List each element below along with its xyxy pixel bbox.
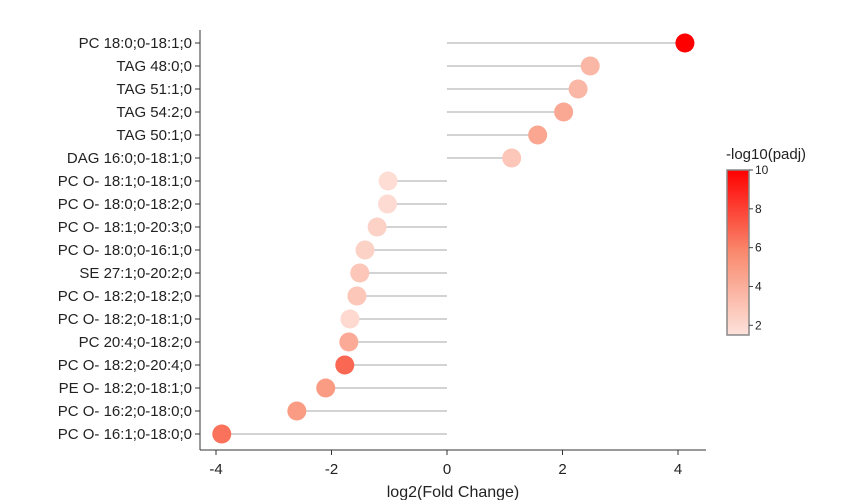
points-layer xyxy=(212,33,695,444)
x-axis-title: log2(Fold Change) xyxy=(387,484,520,500)
data-point xyxy=(335,355,355,375)
y-tick-label: PE O- 18:2;0-18:1;0 xyxy=(59,380,192,397)
y-tick-label: PC 20:4;0-18:2;0 xyxy=(79,334,192,351)
legend-tick-label: 2 xyxy=(755,318,762,332)
data-point xyxy=(528,125,548,145)
y-tick-label: PC O- 16:2;0-18:0;0 xyxy=(58,403,192,420)
y-tick-label: TAG 54:2;0 xyxy=(116,104,192,121)
data-point xyxy=(580,56,600,76)
data-point xyxy=(355,240,375,260)
x-tick-label: -2 xyxy=(325,461,338,478)
y-tick-label: DAG 16:0;0-18:1;0 xyxy=(67,150,192,167)
data-point xyxy=(367,217,387,237)
x-tick-label: 0 xyxy=(443,461,451,478)
data-point xyxy=(554,102,574,122)
y-axis: PC 18:0;0-18:1;0 TAG 48:0;0 TAG 51:1;0 TAG … xyxy=(58,30,201,450)
legend-title: -log10(padj) xyxy=(726,146,806,163)
y-tick-label: TAG 50:1;0 xyxy=(116,127,192,144)
y-tick-label: TAG 48:0;0 xyxy=(116,58,192,75)
legend-tick-label: 6 xyxy=(755,241,762,255)
data-point xyxy=(568,79,588,99)
y-tick-label: TAG 51:1;0 xyxy=(116,81,192,98)
color-legend: -log10(padj) 2 4 6 8 10 xyxy=(726,146,806,336)
legend-tick-label: 4 xyxy=(755,279,762,293)
data-point xyxy=(350,263,370,283)
y-tick-label: PC O- 18:0;0-16:1;0 xyxy=(58,242,192,259)
legend-tick-label: 8 xyxy=(755,202,762,216)
data-point xyxy=(339,332,359,352)
data-point xyxy=(287,401,307,421)
data-point xyxy=(675,33,695,53)
legend-colorbar xyxy=(726,169,750,336)
y-tick-label: PC O- 18:2;0-20:4;0 xyxy=(58,357,192,374)
y-tick-label: PC O- 18:2;0-18:1;0 xyxy=(58,311,192,328)
legend-ticks: 2 4 6 8 10 xyxy=(749,163,769,332)
y-tick-label: PC O- 18:2;0-18:2;0 xyxy=(58,288,192,305)
y-tick-label: PC 18:0;0-18:1;0 xyxy=(79,35,192,52)
data-point xyxy=(212,424,232,444)
data-point xyxy=(347,286,367,306)
legend-tick-label: 10 xyxy=(755,163,769,177)
x-tick-label: 2 xyxy=(558,461,566,478)
y-tick-label: PC O- 18:1;0-20:3;0 xyxy=(58,219,192,236)
x-tick-label: -4 xyxy=(209,461,222,478)
x-axis: -4 -2 0 2 4 xyxy=(200,449,706,478)
x-tick-label: 4 xyxy=(674,461,682,478)
y-tick-label: PC O- 18:1;0-18:1;0 xyxy=(58,173,192,190)
y-tick-label: SE 27:1;0-20:2;0 xyxy=(79,265,192,282)
y-tick-label: PC O- 16:1;0-18:0;0 xyxy=(58,426,192,443)
data-point xyxy=(316,378,336,398)
data-point xyxy=(378,171,398,191)
y-tick-label: PC O- 18:0;0-18:2;0 xyxy=(58,196,192,213)
stems-layer xyxy=(221,42,685,435)
data-point xyxy=(378,194,398,214)
data-point xyxy=(502,148,522,168)
data-point xyxy=(340,309,360,329)
